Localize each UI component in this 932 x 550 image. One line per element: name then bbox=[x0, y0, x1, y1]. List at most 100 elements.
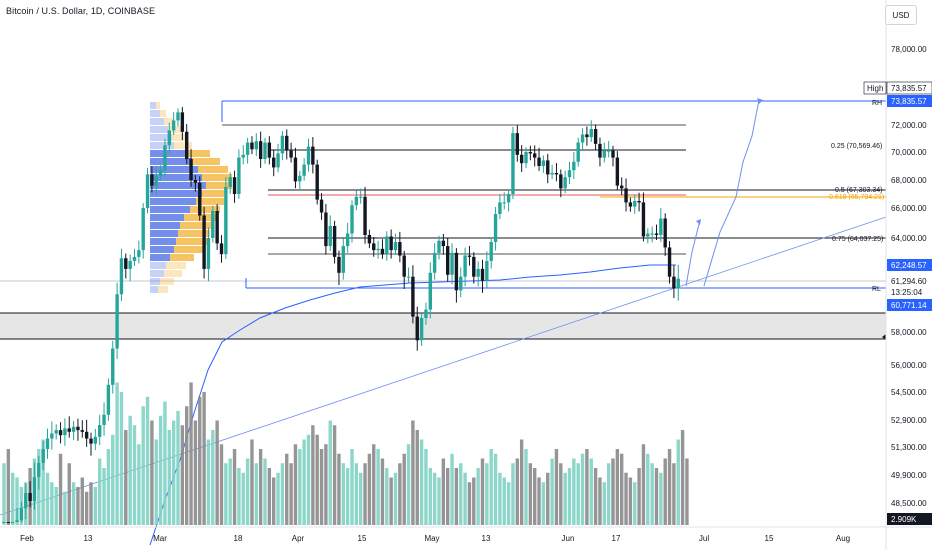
price-axis-tick: 56,000.00 bbox=[891, 361, 927, 370]
projection-path-outer bbox=[703, 99, 760, 287]
volume-bar bbox=[254, 463, 258, 525]
candle-body bbox=[150, 174, 154, 186]
volume-bar bbox=[98, 458, 102, 525]
volume-profile-bar-blue bbox=[150, 174, 202, 181]
candle-body bbox=[306, 146, 311, 165]
candle-body bbox=[519, 154, 524, 164]
volume-bar bbox=[541, 482, 546, 525]
volume-bar bbox=[550, 458, 554, 525]
candle-body bbox=[667, 247, 672, 277]
volume-bar bbox=[84, 491, 89, 525]
candle-body bbox=[232, 177, 237, 194]
volume-bar bbox=[667, 449, 672, 525]
volume-profile-bar-orange bbox=[202, 174, 232, 181]
volume-bar bbox=[345, 468, 350, 525]
candle-body bbox=[459, 276, 463, 291]
candle-body bbox=[580, 134, 585, 143]
candle-body bbox=[267, 142, 272, 158]
candle-body bbox=[493, 214, 498, 243]
candle-body bbox=[176, 112, 180, 121]
candle-body bbox=[437, 240, 441, 253]
volume-bar bbox=[519, 439, 524, 525]
candle-body bbox=[245, 142, 250, 155]
candle-body bbox=[424, 309, 428, 318]
volume-profile-bar-blue bbox=[150, 214, 184, 221]
volume-profile-bar-blue bbox=[150, 230, 178, 237]
volume-bar bbox=[567, 468, 572, 525]
candle-body bbox=[350, 205, 354, 234]
candle-body bbox=[472, 256, 476, 277]
price-axis-tick: 48,500.00 bbox=[891, 499, 927, 508]
volume-bar bbox=[437, 477, 441, 525]
candle-body bbox=[89, 438, 93, 444]
candle-body bbox=[315, 164, 319, 200]
volume-bar bbox=[376, 449, 380, 525]
candle-body bbox=[328, 226, 332, 247]
volume-bar bbox=[659, 472, 663, 525]
candle-body bbox=[298, 175, 302, 182]
volume-bar bbox=[237, 468, 241, 525]
candle-body bbox=[84, 431, 89, 439]
volume-bar bbox=[45, 472, 50, 525]
volume-bar bbox=[441, 458, 446, 525]
volume-bar bbox=[80, 477, 84, 525]
volume-bar bbox=[219, 444, 224, 525]
volume-bar bbox=[380, 458, 385, 525]
candle-body bbox=[54, 430, 58, 434]
currency-button[interactable]: USD bbox=[885, 5, 917, 25]
candle-body bbox=[258, 141, 263, 159]
volume-bar bbox=[424, 449, 428, 525]
countdown-tag: 13:25:04 bbox=[891, 288, 923, 297]
volume-profile-bar-orange bbox=[164, 270, 182, 277]
time-axis-tick: Aug bbox=[836, 534, 850, 543]
volume-bar bbox=[672, 463, 676, 525]
candle-body bbox=[511, 133, 515, 194]
candle-body bbox=[554, 173, 559, 175]
volume-bar bbox=[580, 453, 585, 525]
candle-body bbox=[576, 142, 580, 162]
high-value-border bbox=[886, 81, 932, 95]
volume-profile-bar-blue bbox=[150, 182, 206, 189]
candle-body bbox=[319, 199, 324, 213]
candle-body bbox=[2, 522, 6, 523]
candle-body bbox=[58, 430, 63, 436]
candle-body bbox=[211, 211, 215, 238]
volume-bar bbox=[106, 449, 111, 525]
candle-body bbox=[241, 154, 245, 158]
volume-bar bbox=[341, 463, 345, 525]
candle-body bbox=[419, 318, 424, 341]
candle-body bbox=[606, 150, 611, 152]
volume-bar bbox=[572, 458, 576, 525]
candle-body bbox=[654, 233, 659, 235]
fib-label-025: 0.25 (70,569.46) bbox=[831, 143, 882, 150]
high-value-tag: 73,835.57 bbox=[891, 84, 927, 93]
volume-bar bbox=[150, 420, 154, 525]
candle-body bbox=[324, 212, 328, 247]
time-axis-tick: Feb bbox=[20, 534, 34, 543]
volume-bar bbox=[2, 463, 6, 525]
volume-bar bbox=[211, 430, 215, 525]
volume-bar bbox=[654, 468, 659, 525]
volume-bar bbox=[58, 453, 63, 525]
projection-path-inner bbox=[685, 219, 701, 287]
volume-bar bbox=[385, 468, 389, 525]
ma-value-tag-bg bbox=[887, 259, 932, 271]
volume-bar bbox=[415, 430, 419, 525]
volume-bar bbox=[446, 468, 450, 525]
volume-bar bbox=[224, 463, 228, 525]
candle-body bbox=[354, 196, 359, 206]
candle-body bbox=[145, 174, 150, 208]
volume-bar bbox=[611, 458, 615, 525]
volume-bar bbox=[76, 487, 80, 525]
volume-profile-bar-orange bbox=[164, 118, 174, 125]
candle-body bbox=[250, 142, 254, 150]
volume-bar bbox=[563, 472, 567, 525]
projection-arrowhead-inner bbox=[696, 219, 701, 225]
candle-body bbox=[385, 236, 389, 255]
price-axis-tick: 72,000.00 bbox=[891, 121, 927, 130]
volume-profile-bar-blue bbox=[150, 126, 168, 133]
candle-body bbox=[441, 240, 446, 247]
candle-body bbox=[628, 202, 633, 207]
